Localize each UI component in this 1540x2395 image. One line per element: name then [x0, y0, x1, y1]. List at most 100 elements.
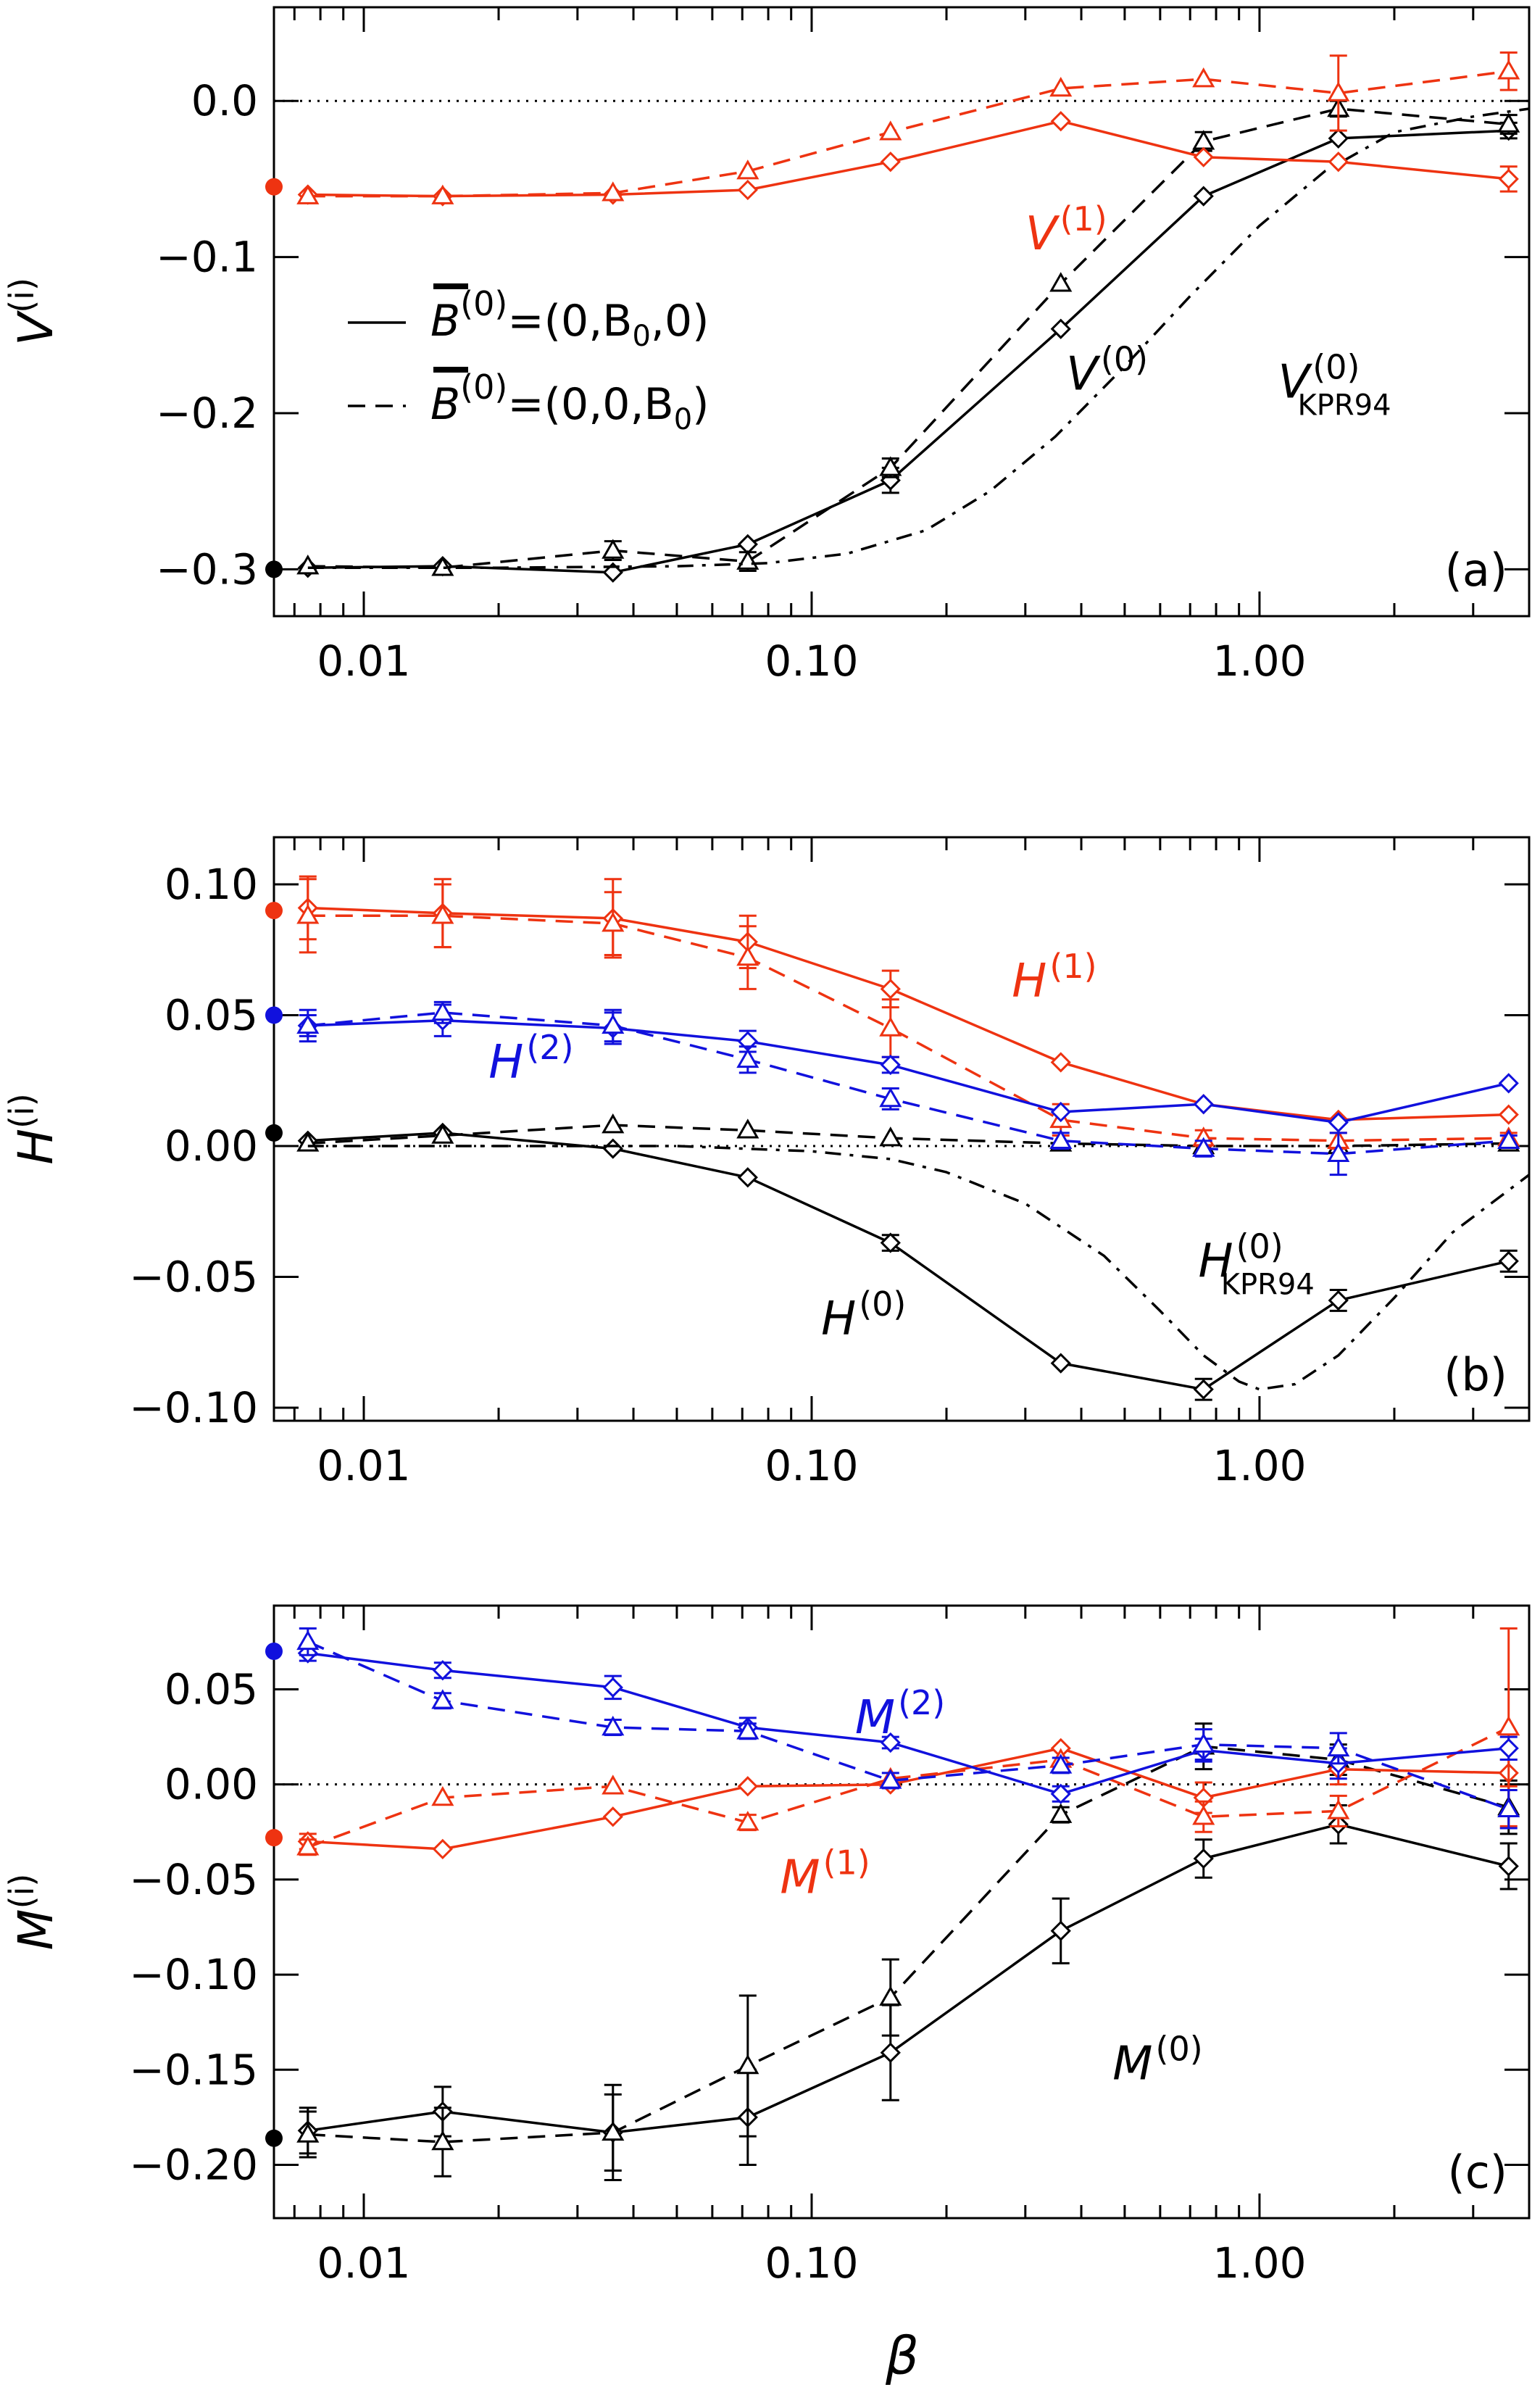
reference-marker-blue	[265, 1006, 283, 1024]
data-point-triangle	[736, 549, 759, 570]
data-point-triangle	[879, 1016, 902, 1037]
series-annotation-red: V(1)	[1025, 199, 1107, 261]
data-point-diamond	[880, 1732, 901, 1753]
reference-marker-red	[265, 902, 283, 920]
y-tick-label: 0.0	[191, 76, 258, 125]
y-axis-label: H(i)	[2, 1093, 64, 1164]
data-point-diamond	[1498, 1856, 1519, 1877]
series-line-blue-solid	[307, 1651, 1509, 1796]
panel-label: (b)	[1444, 1348, 1507, 1401]
legend-entry-solid: B(0)=(0,B0,0)	[430, 284, 709, 353]
data-point-diamond	[1050, 111, 1071, 132]
reference-marker-black	[265, 1124, 283, 1142]
x-tick-label: 1.00	[1212, 636, 1306, 686]
panel-label: (a)	[1445, 544, 1507, 597]
data-point-diamond	[1193, 146, 1214, 167]
annotation-sub: KPR94	[1297, 389, 1391, 422]
data-point-diamond	[1328, 151, 1349, 173]
data-point-diamond	[1498, 1250, 1519, 1271]
legend-tail: ,0)	[651, 296, 709, 346]
data-point-triangle	[1192, 1805, 1215, 1825]
series-line-red-dashed	[307, 914, 1509, 1142]
data-point-triangle	[431, 1124, 454, 1144]
panel-b: 0.01 0.10 1.00 0.10 0.05 0.00 −0.05 −0.10 H(i) H(…	[2, 836, 1531, 1490]
data-point-triangle	[736, 1719, 759, 1740]
data-point-triangle	[736, 946, 759, 966]
annotation-sup: (0)	[1101, 340, 1148, 379]
annotation-sup: (0)	[1312, 347, 1360, 386]
data-point-triangle	[602, 1113, 625, 1134]
y-tick-label: −0.05	[129, 1855, 258, 1904]
data-point-diamond	[1498, 1738, 1519, 1759]
reference-marker-black	[265, 560, 283, 578]
series-line-red-dashed	[307, 70, 1509, 198]
data-point-diamond	[1050, 1052, 1071, 1073]
data-point-diamond	[1050, 318, 1071, 339]
data-point-triangle	[879, 456, 902, 476]
series-line-black-dashdot	[307, 1145, 1531, 1391]
plot-frame	[272, 6, 1531, 618]
data-point-diamond	[1050, 1101, 1071, 1123]
y-tick-label: −0.10	[129, 1950, 258, 1999]
series-annotation-red: M(1)	[780, 1843, 870, 1904]
data-point-diamond	[602, 562, 623, 583]
x-axis-label: β	[885, 2325, 919, 2386]
y-tick-label: 0.05	[165, 990, 258, 1039]
data-point-triangle	[1327, 81, 1350, 101]
data-point-triangle	[296, 1835, 320, 1856]
data-point-triangle	[1327, 1142, 1350, 1163]
x-tick-label: 1.00	[1212, 1441, 1306, 1490]
data-point-diamond	[1050, 1920, 1071, 1941]
data-point-triangle	[296, 555, 320, 575]
panel-c: 0.01 0.10 1.00 0.05 0.00 −0.05 −0.10 −0.15 −0.20…	[2, 1604, 1531, 2288]
series-annotation-black: H(0)	[821, 1284, 906, 1346]
y-tick-label: 0.00	[165, 1760, 258, 1809]
data-point-triangle	[296, 1013, 320, 1034]
data-point-triangle	[431, 1786, 454, 1806]
y-tick-label: −0.20	[129, 2141, 258, 2190]
y-axis-label-sup: (i)	[2, 1874, 41, 1909]
series-line-red-solid	[307, 120, 1509, 198]
legend-sup: (0)	[460, 368, 507, 407]
series-line-black-dashed	[307, 1124, 1509, 1147]
data-point-triangle	[736, 2054, 759, 2075]
annotation-sup: (0)	[1236, 1226, 1283, 1266]
y-axis-label: M(i)	[2, 1874, 64, 1951]
reference-marker-red	[265, 1829, 283, 1847]
y-tick-label: 0.10	[165, 860, 258, 909]
data-point-diamond	[1328, 128, 1349, 149]
x-tick-label: 1.00	[1212, 2238, 1306, 2288]
data-point-diamond	[602, 1806, 623, 1827]
data-point-diamond	[1050, 1783, 1071, 1804]
data-point-diamond	[880, 2042, 901, 2063]
y-tick-label: 0.05	[165, 1664, 258, 1714]
data-point-triangle	[602, 1013, 625, 1034]
data-point-diamond	[432, 1660, 453, 1681]
data-point-diamond	[880, 151, 901, 173]
annotation-sub: KPR94	[1221, 1268, 1315, 1301]
annotation-sup: (1)	[1049, 947, 1096, 986]
data-point-triangle	[879, 1126, 902, 1147]
data-point-triangle	[1049, 76, 1073, 97]
data-point-diamond	[1498, 1073, 1519, 1094]
legend-symbol: B	[430, 379, 460, 430]
series-line-black-solid	[307, 1132, 1510, 1391]
series-annotation-black: H(0) KPR94	[1198, 1226, 1314, 1301]
series-line-black-dashdot	[307, 107, 1530, 569]
series-line-black-dashed	[307, 107, 1509, 569]
data-point-triangle	[1497, 1129, 1520, 1149]
data-point-triangle	[602, 539, 625, 559]
data-point-diamond	[1498, 168, 1519, 190]
x-tick-label: 0.01	[317, 1441, 410, 1490]
legend-tail: )	[692, 379, 709, 430]
data-point-triangle	[431, 2130, 454, 2151]
data-point-triangle	[602, 1715, 625, 1736]
reference-marker-blue	[265, 1642, 283, 1660]
y-tick-label: −0.15	[129, 2045, 258, 2094]
data-point-triangle	[296, 184, 320, 204]
data-point-diamond	[737, 179, 758, 201]
annotation-sup: (0)	[1156, 2029, 1203, 2068]
data-point-diamond	[1328, 1290, 1349, 1311]
data-point-triangle	[602, 2120, 625, 2141]
data-point-diamond	[880, 979, 901, 1000]
